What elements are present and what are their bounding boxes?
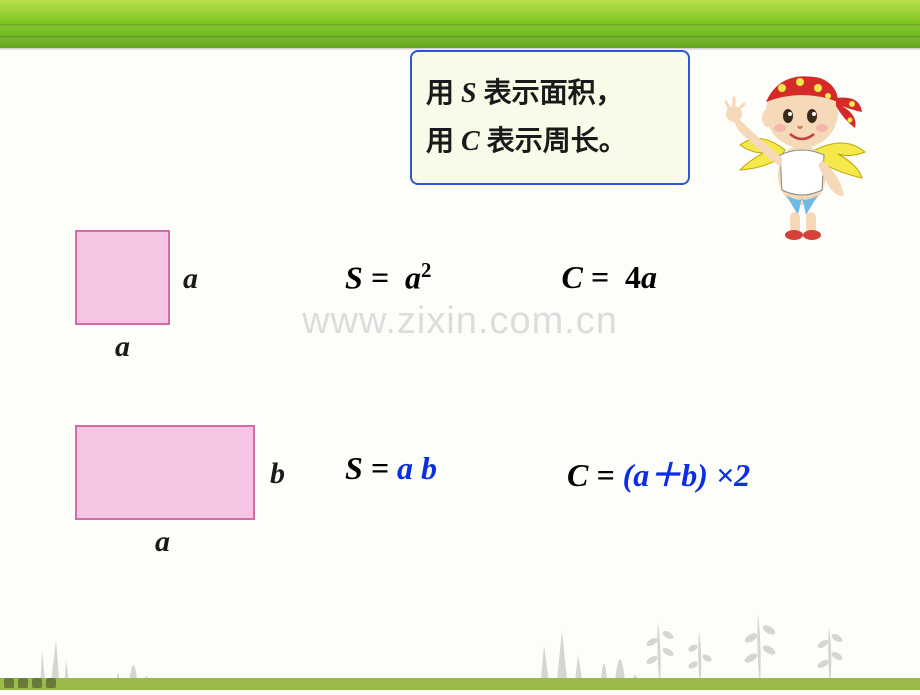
rectangle-area-formula: S = a b <box>345 450 437 496</box>
footer-icon <box>18 678 28 688</box>
square-area-formula: S = a2 <box>345 259 431 297</box>
text: 用 <box>426 126 461 157</box>
footer-bar <box>0 678 920 690</box>
rectangle-formulas: S = a b C = (a＋b) ×2 <box>345 450 920 496</box>
formula-lhs: S = <box>345 259 397 295</box>
footer-icons <box>4 678 56 688</box>
formula-rhs: (a＋b) ×2 <box>623 457 751 493</box>
text: 用 <box>426 78 461 109</box>
formula-rhs: a b <box>397 450 437 486</box>
variable-s: S <box>461 78 477 109</box>
formula-base: a <box>405 259 421 295</box>
variable-c: C <box>461 126 480 157</box>
definition-line-2: 用 C 表示周长。 <box>426 118 674 166</box>
rectangle-height-label: b <box>270 457 285 491</box>
formula-exponent: 2 <box>421 259 431 282</box>
rectangle-row: b a S = a b C = (a＋b) ×2 <box>0 425 920 520</box>
formula-var: a <box>641 259 657 295</box>
square-side-label: a <box>183 262 198 296</box>
square-formulas: S = a2 C = 4a <box>345 259 920 297</box>
square-perimeter-formula: C = 4a <box>561 259 657 297</box>
text: 表示周长。 <box>480 126 627 157</box>
formula-coef: 4 <box>625 259 641 295</box>
definition-box: 用 S 表示面积， 用 C 表示周长。 <box>410 50 690 185</box>
text: 表示面积， <box>477 78 624 109</box>
ribbon <box>0 0 920 24</box>
square-side-label: a <box>115 330 130 364</box>
formula-lhs: S = <box>345 450 397 486</box>
footer-icon <box>4 678 14 688</box>
formula-lhs: C = <box>567 457 623 493</box>
formula-lhs: C = <box>561 259 617 295</box>
square-row: a a S = a2 C = 4a <box>0 230 920 325</box>
square-shape <box>75 230 170 325</box>
content-area: a a S = a2 C = 4a b a S = a b C = (a＋b) … <box>0 230 920 620</box>
rectangle-perimeter-formula: C = (a＋b) ×2 <box>567 450 750 496</box>
rectangle-shape <box>75 425 255 520</box>
square-shape-group: a a <box>75 230 345 325</box>
footer-icon <box>32 678 42 688</box>
footer-icon <box>46 678 56 688</box>
rectangle-width-label: a <box>155 525 170 559</box>
mascot-character <box>710 40 880 240</box>
rectangle-shape-group: b a <box>75 425 345 520</box>
definition-line-1: 用 S 表示面积， <box>426 70 674 118</box>
top-ribbons <box>0 0 920 40</box>
